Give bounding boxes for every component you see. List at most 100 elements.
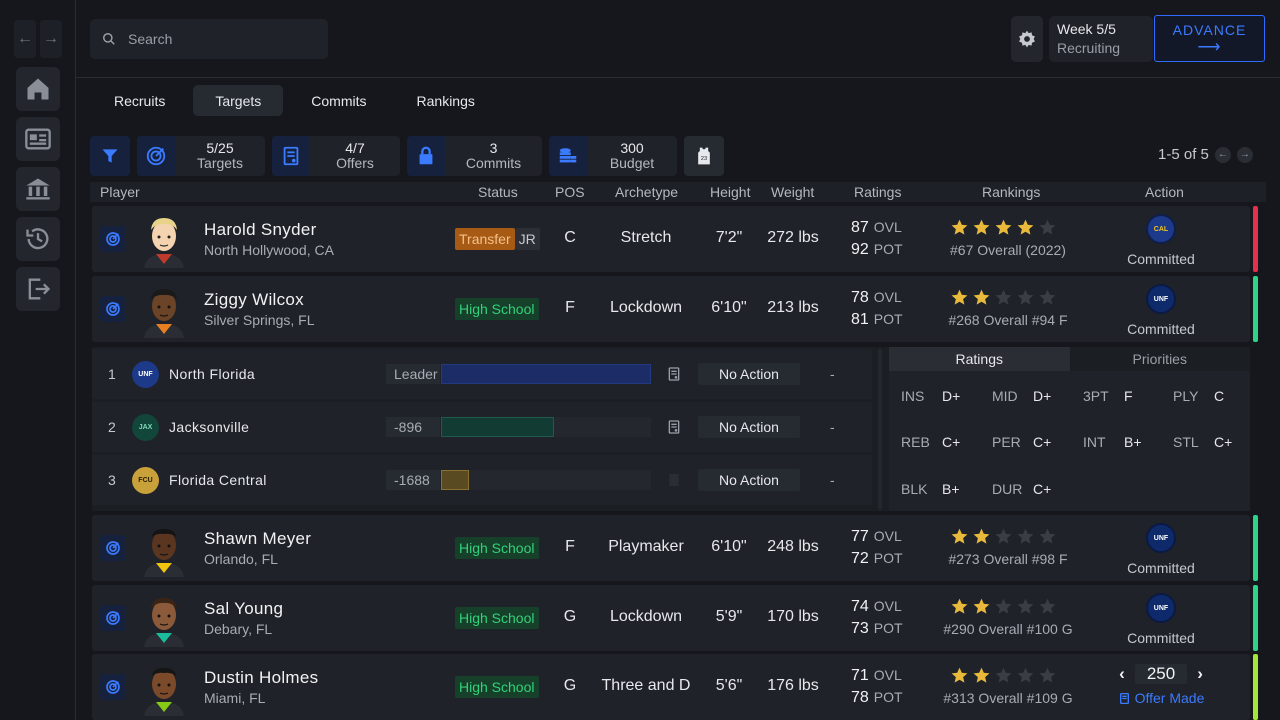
search-input[interactable] (128, 31, 308, 47)
star-filled-icon (1017, 219, 1034, 235)
no-action-button[interactable]: No Action (698, 363, 800, 385)
position: C (564, 229, 576, 246)
col-rankings[interactable]: Rankings (982, 184, 1041, 200)
offer-amount: 250 (1134, 664, 1188, 684)
attribute-grade: C (1214, 388, 1225, 404)
table-row[interactable]: Harold Snyder North Hollywood, CA Transf… (92, 206, 1258, 272)
table-row[interactable]: Shawn Meyer Orlando, FL High School F Pl… (92, 515, 1258, 581)
col-ratings[interactable]: Ratings (854, 184, 902, 200)
attribute-grade: F (1124, 388, 1133, 404)
player-location: Debary, FL (204, 621, 273, 637)
committed-label: Committed (1127, 560, 1195, 576)
col-pos[interactable]: POS (555, 184, 585, 200)
position: G (563, 608, 577, 625)
interest-rank: 3 (108, 472, 116, 488)
exit-icon (28, 278, 51, 300)
attribute-key: DUR (992, 481, 1023, 497)
player-name[interactable]: Dustin Holmes (204, 668, 319, 687)
offer-icon (1119, 692, 1129, 704)
archetype: Lockdown (609, 608, 683, 625)
commits-stat: 3 Commits (407, 136, 542, 176)
target-toggle[interactable] (100, 535, 126, 561)
attribute-grade: C+ (1033, 481, 1052, 497)
tab-commits[interactable]: Commits (311, 92, 367, 109)
col-player[interactable]: Player (100, 184, 140, 200)
no-action-button[interactable]: No Action (698, 469, 800, 491)
no-action-button[interactable]: No Action (698, 416, 800, 438)
interest-points: -896 (386, 417, 440, 437)
attribute-grade: D+ (942, 388, 961, 404)
home-button[interactable] (16, 67, 60, 111)
advance-button[interactable]: ADVANCE ⟶ (1154, 15, 1265, 62)
player-avatar (144, 289, 184, 338)
filter-icon (102, 149, 118, 163)
target-toggle[interactable] (100, 226, 126, 252)
col-archetype[interactable]: Archetype (615, 184, 679, 200)
tab-recruits[interactable]: Recruits (114, 92, 166, 109)
tab-ratings[interactable]: Ratings (889, 347, 1070, 371)
table-row[interactable]: Dustin Holmes Miami, FL High School G Th… (92, 654, 1258, 720)
star-filled-icon (951, 667, 968, 683)
archetype: Stretch (620, 229, 672, 246)
tab-targets[interactable]: Targets (193, 85, 284, 116)
attribute: STL C+ (1173, 434, 1232, 450)
player-name[interactable]: Harold Snyder (204, 220, 317, 239)
tab-rankings[interactable]: Rankings (416, 92, 475, 109)
player-name[interactable]: Ziggy Wilcox (204, 290, 304, 309)
increase-offer-button[interactable]: › (1197, 664, 1203, 683)
history-button[interactable] (16, 217, 60, 261)
commit-status: UNF Committed (1112, 284, 1210, 337)
col-height[interactable]: Height (710, 184, 751, 200)
committed-label: Committed (1127, 251, 1195, 267)
tab-priorities[interactable]: Priorities (1069, 347, 1250, 371)
forward-button[interactable]: → (40, 20, 62, 58)
attribute-key: PLY (1173, 388, 1199, 404)
prev-page-button[interactable]: ← (1214, 146, 1231, 163)
table-row[interactable]: Ziggy Wilcox Silver Springs, FL High Sch… (92, 276, 1258, 342)
table-row[interactable]: Sal Young Debary, FL High School G Lockd… (92, 585, 1258, 651)
offer-made-link[interactable]: Offer Made (1112, 690, 1210, 706)
status-label: Transfer (455, 228, 515, 250)
detail-scrollbar[interactable] (878, 349, 882, 509)
news-button[interactable] (16, 117, 60, 161)
potential-value: 81 (851, 311, 869, 328)
interest-extra: - (830, 419, 835, 435)
search-icon (103, 33, 115, 45)
back-button[interactable]: ← (14, 20, 36, 58)
position: G (563, 677, 577, 694)
weight: 248 lbs (767, 538, 819, 555)
next-page-button[interactable]: → (1236, 146, 1253, 163)
commits-value: 3 (489, 140, 498, 156)
weight: 170 lbs (767, 608, 819, 625)
target-toggle[interactable] (100, 674, 126, 700)
commit-status: UNF Committed (1112, 523, 1210, 576)
attribute-grade: D+ (1033, 388, 1052, 404)
star-empty-icon (1017, 667, 1034, 683)
search-box[interactable] (90, 19, 328, 59)
institution-button[interactable] (16, 167, 60, 211)
attribute-key: REB (901, 434, 930, 450)
exit-button[interactable] (16, 267, 60, 311)
player-avatar (144, 598, 184, 647)
filter-button[interactable] (90, 136, 130, 176)
committed-label: Committed (1127, 630, 1195, 646)
target-toggle[interactable] (100, 605, 126, 631)
attribute: 3PT F (1083, 388, 1133, 404)
star-empty-icon (995, 528, 1012, 544)
target-icon (106, 541, 120, 555)
player-name[interactable]: Sal Young (204, 599, 284, 618)
team-logo: UNF (132, 361, 159, 388)
col-status[interactable]: Status (478, 184, 518, 200)
weight: 272 lbs (767, 229, 819, 246)
interest-bar-fill (441, 470, 469, 490)
coins-icon (549, 136, 587, 176)
target-toggle[interactable] (100, 296, 126, 322)
status-badge: High School (455, 607, 539, 629)
player-name[interactable]: Shawn Meyer (204, 529, 312, 548)
jersey-button[interactable]: 23 (684, 136, 724, 176)
attribute: PER C+ (992, 434, 1051, 450)
settings-button[interactable] (1011, 16, 1043, 62)
decrease-offer-button[interactable]: ‹ (1119, 664, 1125, 683)
col-weight[interactable]: Weight (771, 184, 815, 200)
col-action[interactable]: Action (1145, 184, 1184, 200)
